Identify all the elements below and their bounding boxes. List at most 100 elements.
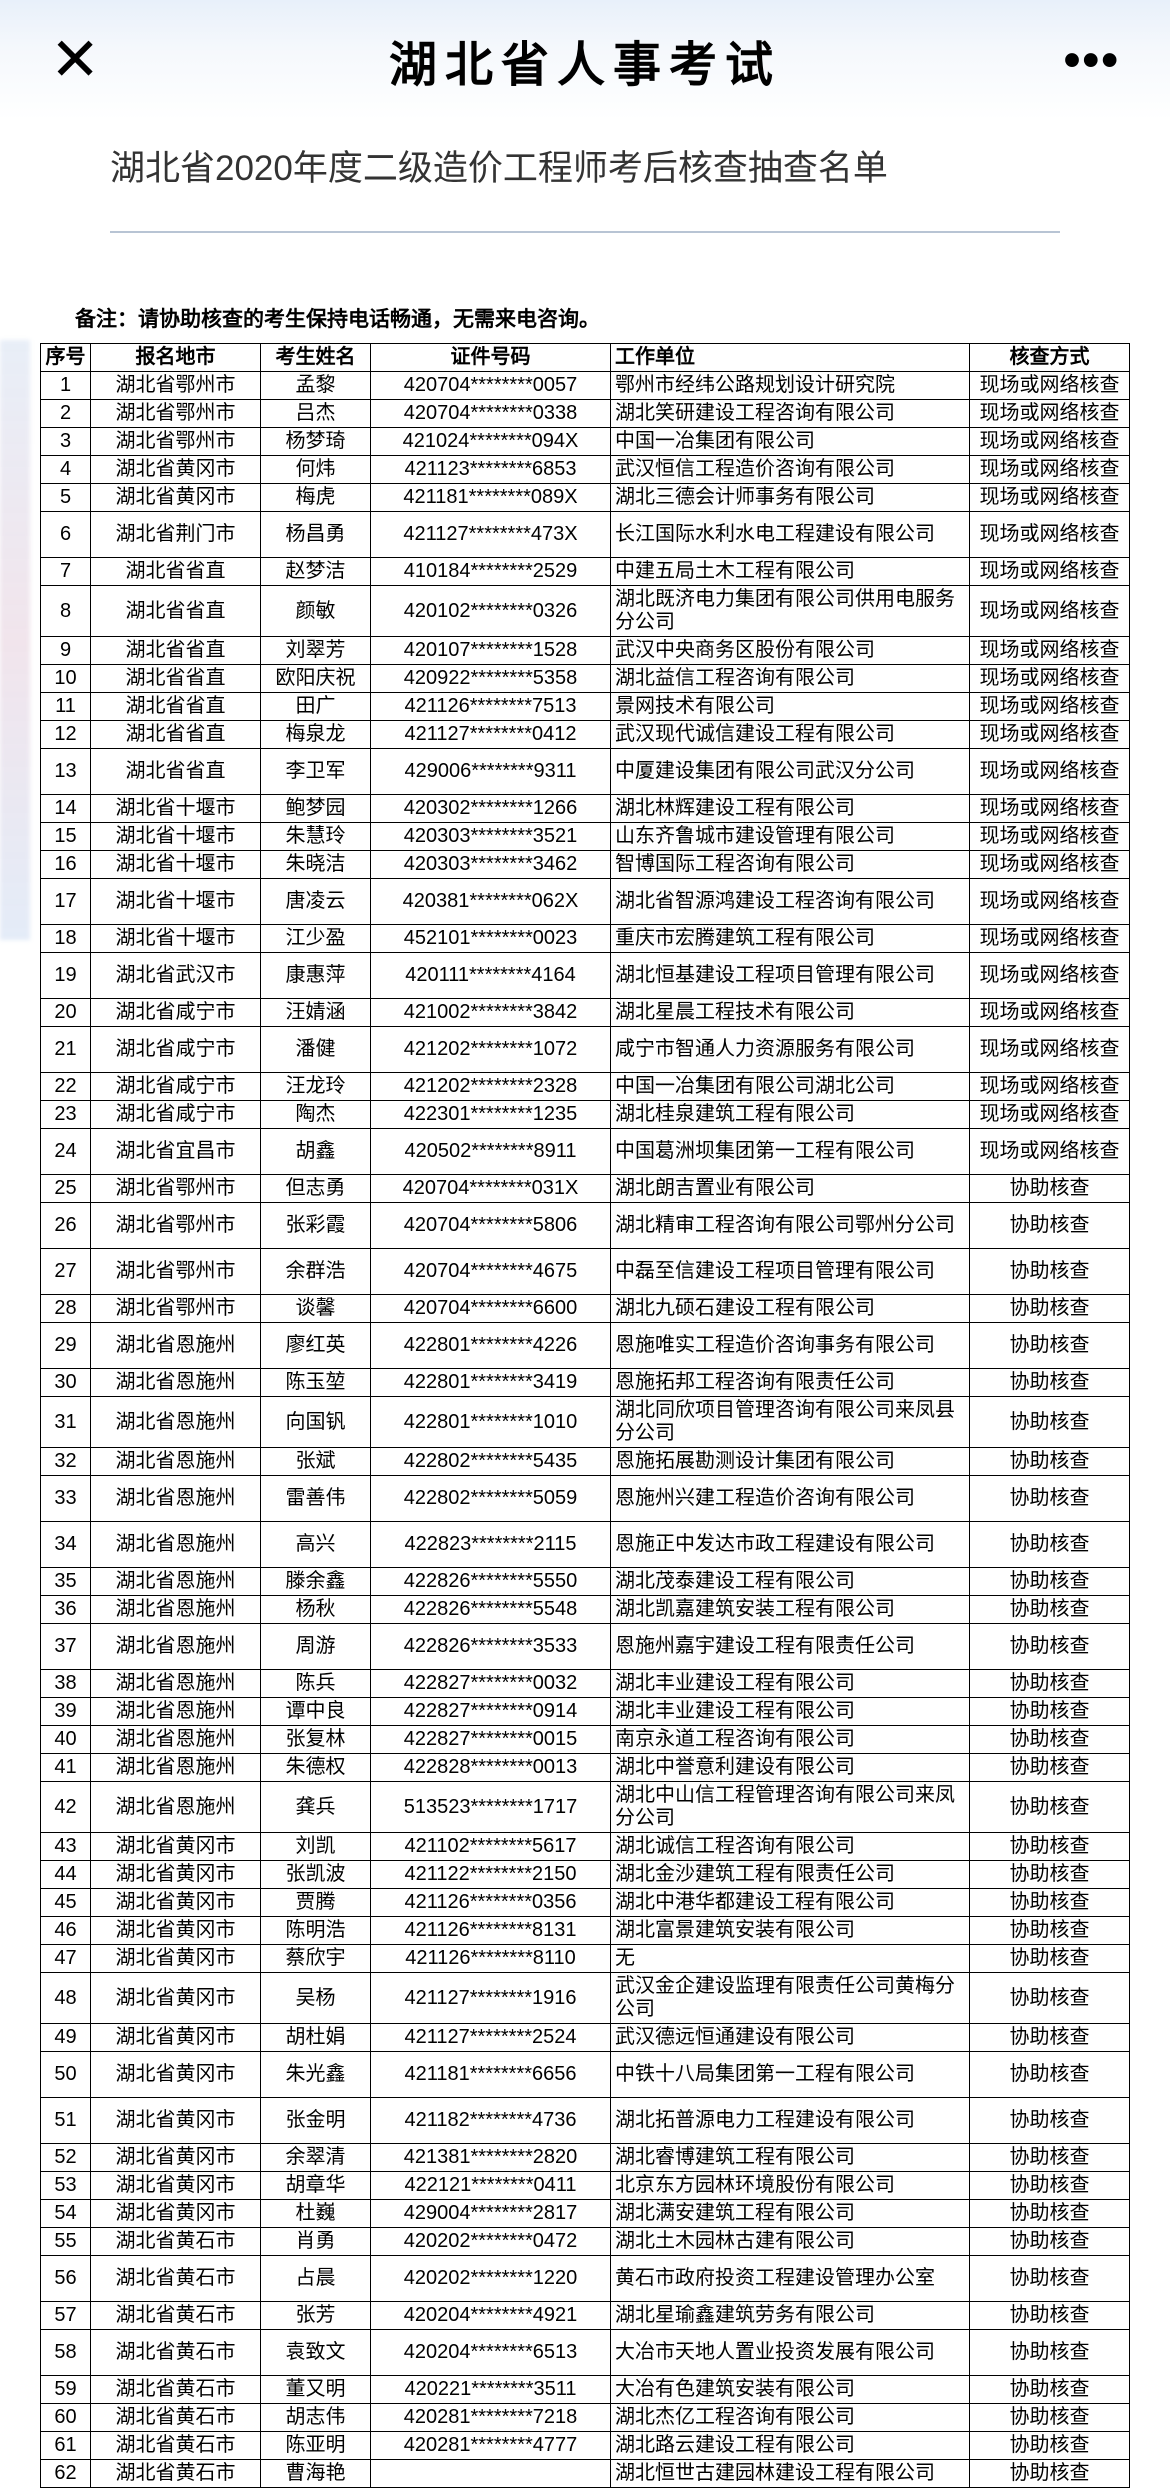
table-row: 16湖北省十堰市朱晓洁420303********3462智博国际工程咨询有限公… <box>41 851 1130 879</box>
cell: 420202********0472 <box>371 2228 611 2256</box>
table-row: 1湖北省鄂州市孟黎420704********0057鄂州市经纬公路规划设计研究… <box>41 372 1130 400</box>
cell: 29 <box>41 1323 91 1369</box>
cell: 现场或网络核查 <box>970 999 1130 1027</box>
table-row: 15湖北省十堰市朱慧玲420303********3521山东齐鲁城市建设管理有… <box>41 823 1130 851</box>
cell: 50 <box>41 2052 91 2098</box>
cell: 恩施州兴建工程造价咨询有限公司 <box>611 1476 970 1522</box>
table-row: 30湖北省恩施州陈玉堃422801********3419恩施拓邦工程咨询有限责… <box>41 1369 1130 1397</box>
cell: 6 <box>41 512 91 558</box>
cell: 湖北省咸宁市 <box>91 1027 261 1073</box>
cell: 谭中良 <box>261 1698 371 1726</box>
cell: 协助核查 <box>970 2228 1130 2256</box>
cell: 胡志伟 <box>261 2404 371 2432</box>
cell: 14 <box>41 795 91 823</box>
cell: 协助核查 <box>970 1917 1130 1945</box>
cell: 湖北省咸宁市 <box>91 1073 261 1101</box>
cell: 420281********7218 <box>371 2404 611 2432</box>
cell: 现场或网络核查 <box>970 851 1130 879</box>
cell: 53 <box>41 2172 91 2200</box>
table-row: 13湖北省省直李卫军429006********9311中厦建设集团有限公司武汉… <box>41 749 1130 795</box>
cell: 湖北省宜昌市 <box>91 1129 261 1175</box>
cell: 刘凯 <box>261 1833 371 1861</box>
table-row: 37湖北省恩施州周游422826********3533恩施州嘉宇建设工程有限责… <box>41 1624 1130 1670</box>
cell: 余翠清 <box>261 2144 371 2172</box>
cell: 422826********3533 <box>371 1624 611 1670</box>
cell: 51 <box>41 2098 91 2144</box>
cell: 8 <box>41 586 91 637</box>
cell: 421127********1916 <box>371 1973 611 2024</box>
cell: 湖北省恩施州 <box>91 1782 261 1833</box>
table-row: 41湖北省恩施州朱德权422828********0013湖北中誉意利建设有限公… <box>41 1754 1130 1782</box>
table-row: 36湖北省恩施州杨秋422826********5548湖北凯嘉建筑安装工程有限… <box>41 1596 1130 1624</box>
menu-dots-icon[interactable]: ••• <box>1064 33 1120 88</box>
table-row: 12湖北省省直梅泉龙421127********0412武汉现代诚信建设工程有限… <box>41 721 1130 749</box>
cell: 现场或网络核查 <box>970 637 1130 665</box>
cell: 湖北省省直 <box>91 586 261 637</box>
cell: 420704********4675 <box>371 1249 611 1295</box>
cell: 58 <box>41 2330 91 2376</box>
cell: 422823********2115 <box>371 1522 611 1568</box>
cell: 513523********1717 <box>371 1782 611 1833</box>
doc-title-wrap: 湖北省2020年度二级造价工程师考后核查抽查名单 <box>0 120 1170 303</box>
cell: 廖红英 <box>261 1323 371 1369</box>
cell: 张金明 <box>261 2098 371 2144</box>
cell: 421122********2150 <box>371 1861 611 1889</box>
cell: 咸宁市智通人力资源服务有限公司 <box>611 1027 970 1073</box>
cell: 协助核查 <box>970 1476 1130 1522</box>
cell: 唐凌云 <box>261 879 371 925</box>
cell: 35 <box>41 1568 91 1596</box>
cell: 39 <box>41 1698 91 1726</box>
cell: 湖北省恩施州 <box>91 1476 261 1522</box>
cell: 420303********3462 <box>371 851 611 879</box>
cell: 协助核查 <box>970 2256 1130 2302</box>
cell: 协助核查 <box>970 2052 1130 2098</box>
cell: 湖北省咸宁市 <box>91 999 261 1027</box>
cell: 长江国际水利水电工程建设有限公司 <box>611 512 970 558</box>
table-row: 39湖北省恩施州谭中良422827********0914湖北丰业建设工程有限公… <box>41 1698 1130 1726</box>
cell: 高兴 <box>261 1522 371 1568</box>
cell: 10 <box>41 665 91 693</box>
cell: 朱慧玲 <box>261 823 371 851</box>
cell: 422121********0411 <box>371 2172 611 2200</box>
cell: 但志勇 <box>261 1175 371 1203</box>
cell: 中厦建设集团有限公司武汉分公司 <box>611 749 970 795</box>
cell: 贾腾 <box>261 1889 371 1917</box>
cell: 421127********2524 <box>371 2024 611 2052</box>
cell: 湖北省黄冈市 <box>91 2200 261 2228</box>
cell: 湖北省恩施州 <box>91 1670 261 1698</box>
cell: 现场或网络核查 <box>970 823 1130 851</box>
cell: 湖北省鄂州市 <box>91 1295 261 1323</box>
cell: 湖北精审工程咨询有限公司鄂州分公司 <box>611 1203 970 1249</box>
cell: 湖北省黄冈市 <box>91 2098 261 2144</box>
cell: 420922********5358 <box>371 665 611 693</box>
cell: 现场或网络核查 <box>970 586 1130 637</box>
cell: 协助核查 <box>970 1833 1130 1861</box>
table-row: 18湖北省十堰市江少盈452101********0023重庆市宏腾建筑工程有限… <box>41 925 1130 953</box>
cell: 湖北土木园林古建有限公司 <box>611 2228 970 2256</box>
cell: 湖北星瑜鑫建筑劳务有限公司 <box>611 2302 970 2330</box>
cell: 38 <box>41 1670 91 1698</box>
cell: 429006********9311 <box>371 749 611 795</box>
cell: 湖北省黄冈市 <box>91 1917 261 1945</box>
cell: 协助核查 <box>970 1397 1130 1448</box>
cell: 协助核查 <box>970 1369 1130 1397</box>
cell: 协助核查 <box>970 2330 1130 2376</box>
cell: 湖北省荆门市 <box>91 512 261 558</box>
cell: 湖北省黄石市 <box>91 2432 261 2460</box>
cell: 422827********0914 <box>371 1698 611 1726</box>
cell: 协助核查 <box>970 2302 1130 2330</box>
cell: 421202********2328 <box>371 1073 611 1101</box>
cell: 大冶有色建筑安装有限公司 <box>611 2376 970 2404</box>
cell: 421123********6853 <box>371 456 611 484</box>
cell: 张凯波 <box>261 1861 371 1889</box>
cell: 湖北省恩施州 <box>91 1369 261 1397</box>
close-icon[interactable]: ✕ <box>50 30 100 90</box>
cell: 429004********2817 <box>371 2200 611 2228</box>
cell: 占晨 <box>261 2256 371 2302</box>
cell: 422827********0032 <box>371 1670 611 1698</box>
cell: 421127********473X <box>371 512 611 558</box>
cell: 湖北睿博建筑工程有限公司 <box>611 2144 970 2172</box>
cell: 湖北省鄂州市 <box>91 428 261 456</box>
cell: 湖北省恩施州 <box>91 1397 261 1448</box>
cell: 4 <box>41 456 91 484</box>
